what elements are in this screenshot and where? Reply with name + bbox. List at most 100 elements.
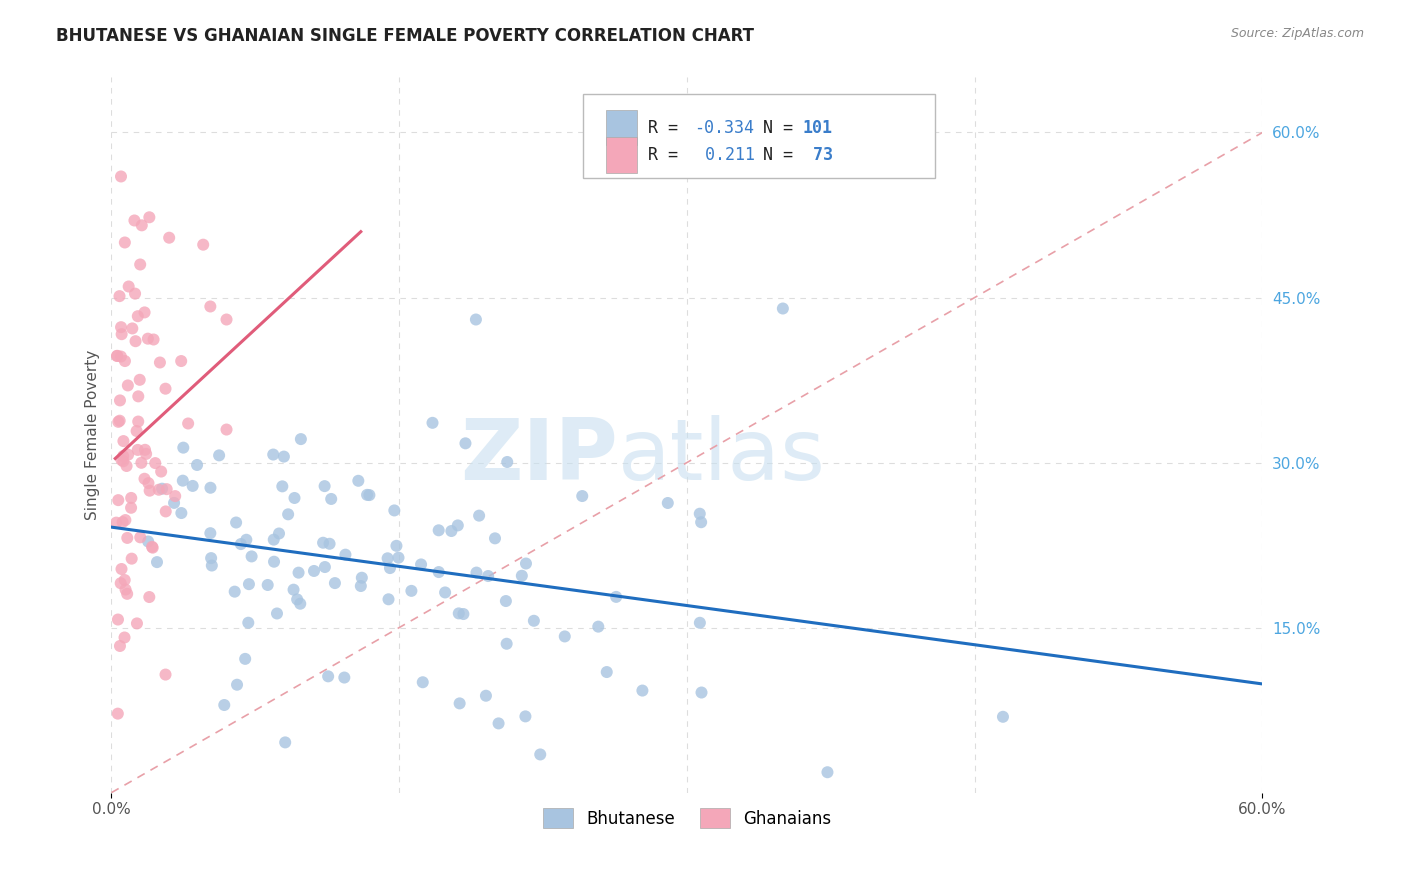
Point [377,592,399,607]
Point [170,354,193,368]
Point [387,550,409,565]
Point [631,683,654,698]
Point [817,765,839,780]
Point [117,378,139,392]
Point [127,415,149,429]
Point [131,219,153,233]
Point [114,513,136,527]
Point [214,698,236,712]
Point [125,424,148,438]
Point [523,614,546,628]
Point [120,491,142,505]
Point [110,320,132,334]
Point [385,539,408,553]
Point [200,526,222,541]
Point [447,518,470,533]
Point [142,541,165,555]
Point [138,590,160,604]
Point [283,491,305,505]
Point [127,309,149,323]
Point [110,169,132,184]
Point [283,582,305,597]
Point [377,551,399,566]
Point [181,479,204,493]
Point [201,558,224,573]
Text: 73: 73 [803,145,832,163]
Point [136,332,159,346]
Point [172,474,194,488]
Point [434,585,457,599]
Point [468,508,491,523]
Point [409,558,432,572]
Point [120,500,142,515]
Point [114,235,136,250]
Point [155,504,177,518]
Point [285,592,308,607]
Point [477,569,499,583]
Text: ZIP: ZIP [460,415,617,498]
Point [356,488,378,502]
Point [689,507,711,521]
Point [131,456,153,470]
Point [440,524,463,538]
Point [605,590,627,604]
Point [290,432,312,446]
Point [146,555,169,569]
Point [496,455,519,469]
Point [314,479,336,493]
Point [277,508,299,522]
Point [464,312,486,326]
Point [155,667,177,681]
Point [157,230,180,244]
Point [208,449,231,463]
Point [333,671,356,685]
Point [200,551,222,566]
Point [515,709,537,723]
Point [378,561,401,575]
Point [454,436,477,450]
Legend: Bhutanese, Ghanaians: Bhutanese, Ghanaians [536,802,838,834]
Point [186,458,208,472]
Point [263,533,285,547]
Point [105,349,128,363]
Point [412,675,434,690]
Point [401,583,423,598]
Point [121,551,143,566]
Point [588,620,610,634]
Point [112,449,135,463]
Point [271,479,294,493]
Point [107,493,129,508]
Point [127,389,149,403]
Point [141,540,163,554]
Point [495,594,517,608]
Point [690,515,713,529]
Point [350,579,373,593]
Point [215,312,238,326]
Point [108,414,131,428]
Text: -0.334: -0.334 [695,119,755,136]
Point [117,531,139,545]
Point [991,710,1014,724]
Point [475,689,498,703]
Point [596,665,619,679]
Point [571,489,593,503]
Point [233,652,256,666]
Point [235,533,257,547]
Point [382,503,405,517]
Point [515,557,537,571]
Point [488,716,510,731]
Point [148,483,170,497]
Text: N =: N = [763,145,803,163]
Point [510,568,533,582]
Point [150,482,173,496]
Point [323,576,346,591]
Point [111,327,134,342]
Point [224,584,246,599]
Y-axis label: Single Female Poverty: Single Female Poverty [86,350,100,520]
Text: Source: ZipAtlas.com: Source: ZipAtlas.com [1230,27,1364,40]
Point [108,639,131,653]
Point [267,526,290,541]
Point [772,301,794,316]
Point [312,535,335,549]
Point [347,474,370,488]
